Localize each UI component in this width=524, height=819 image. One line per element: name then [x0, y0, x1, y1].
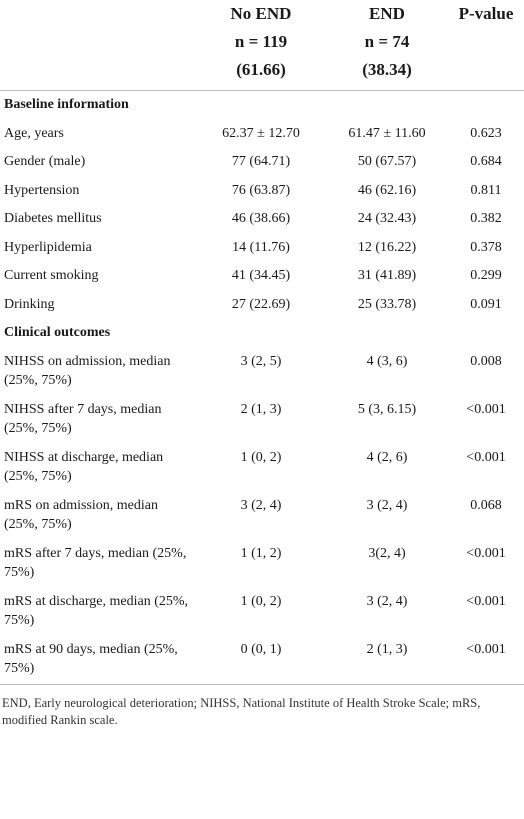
table-row: Hypertension 76 (63.87) 46 (62.16) 0.811 — [0, 177, 524, 206]
header-line: n = 119 — [234, 32, 288, 51]
cell: 0.623 — [470, 125, 502, 141]
table-row: NIHSS on admission, median (25%, 75%) 3 (… — [0, 348, 524, 396]
cell: 3(2, 4) — [368, 545, 406, 561]
table-row: NIHSS at discharge, median (25%, 75%) 1 (… — [0, 444, 524, 492]
row-label: Gender (male) — [4, 154, 86, 169]
cell: 0.684 — [470, 154, 502, 169]
column-header: END n = 74 (38.34) — [326, 0, 448, 91]
cell: 0 (0, 1) — [240, 641, 282, 657]
cell: <0.001 — [466, 545, 506, 561]
footnote: END, Early neurological deterioration; N… — [2, 695, 481, 727]
cell: <0.001 — [466, 401, 506, 417]
row-label: mRS at discharge, median (25%, 75%) — [4, 593, 189, 629]
cell: 61.47 ± 11.60 — [348, 125, 426, 141]
cell: 1 (0, 2) — [240, 449, 282, 465]
table-row: mRS at discharge, median (25%, 75%) 1 (0,… — [0, 588, 524, 636]
row-label: mRS on admission, median (25%, 75%) — [4, 497, 158, 533]
row-label: NIHSS on admission, median (25%, 75%) — [4, 353, 171, 389]
cell: 14 (11.76) — [232, 239, 290, 255]
section-row: Baseline information — [0, 91, 524, 120]
table-row: Current smoking 41 (34.45) 31 (41.89) 0.299 — [0, 262, 524, 291]
cell: 46 (62.16) — [357, 182, 417, 198]
cell: 4 (3, 6) — [366, 353, 408, 369]
row-label: Hypertension — [4, 182, 80, 198]
table-body: Baseline information Age, years 62.37 ± 12… — [0, 91, 524, 684]
table-row: mRS at 90 days, median (25%, 75%) 0 (0, 1… — [0, 636, 524, 684]
cell: 0.008 — [470, 353, 502, 369]
header-line: No END — [230, 4, 292, 23]
cell: 0.299 — [470, 268, 502, 283]
table-row: mRS on admission, median (25%, 75%) 3 (2,… — [0, 492, 524, 540]
section-title: Baseline information — [4, 97, 129, 112]
cell: <0.001 — [466, 449, 506, 465]
row-label: Drinking — [4, 296, 55, 312]
cell: 46 (38.66) — [231, 211, 291, 226]
cell: 62.37 ± 12.70 — [222, 125, 300, 141]
table-header: No END n = 119 (61.66) END n = 74 (38.34) P-va… — [0, 0, 524, 91]
cell: 0.382 — [470, 211, 502, 226]
cell: 50 (67.57) — [357, 154, 417, 169]
row-label: Diabetes mellitus — [4, 211, 102, 226]
column-header: P-value — [448, 0, 524, 91]
section-title: Clinical outcomes — [4, 325, 111, 340]
cell: 2 (1, 3) — [366, 641, 408, 657]
cell: 3 (2, 4) — [366, 497, 408, 513]
cell: 0.378 — [470, 239, 502, 255]
cell: 12 (16.22) — [357, 239, 417, 255]
table-row: mRS after 7 days, median (25%, 75%) 1 (1,… — [0, 540, 524, 588]
data-table: No END n = 119 (61.66) END n = 74 (38.34) P-va… — [0, 0, 524, 684]
cell: 3 (2, 4) — [366, 593, 408, 609]
cell: 0.091 — [470, 296, 502, 312]
row-label: Hyperlipidemia — [4, 239, 92, 255]
table-row: Hyperlipidemia 14 (11.76) 12 (16.22) 0.378 — [0, 234, 524, 263]
row-label: NIHSS after 7 days, median (25%, 75%) — [4, 401, 162, 437]
header-line: (38.34) — [362, 60, 412, 79]
table-row: NIHSS after 7 days, median (25%, 75%) 2 (… — [0, 396, 524, 444]
cell: <0.001 — [466, 593, 506, 609]
cell: 0.811 — [470, 182, 502, 198]
table-row: Diabetes mellitus 46 (38.66) 24 (32.43) 0.3… — [0, 205, 524, 234]
cell: 4 (2, 6) — [366, 449, 408, 465]
cell: 3 (2, 4) — [240, 497, 282, 513]
header-row: No END n = 119 (61.66) END n = 74 (38.34) P-va… — [0, 0, 524, 91]
cell: 1 (1, 2) — [240, 545, 282, 561]
cell: 41 (34.45) — [231, 268, 291, 283]
cell: 76 (63.87) — [231, 182, 291, 198]
cell: 0.068 — [470, 497, 502, 513]
cell: <0.001 — [466, 641, 506, 657]
table-row: Age, years 62.37 ± 12.70 61.47 ± 11.60 0.62… — [0, 120, 524, 149]
cell: 3 (2, 5) — [240, 353, 282, 369]
cell: 5 (3, 6.15) — [357, 401, 417, 417]
cell: 1 (0, 2) — [240, 593, 282, 609]
table-row: Drinking 27 (22.69) 25 (33.78) 0.091 — [0, 291, 524, 320]
table-row: Gender (male) 77 (64.71) 50 (67.57) 0.684 — [0, 148, 524, 177]
header-line: P-value — [458, 4, 514, 23]
row-label: mRS at 90 days, median (25%, 75%) — [4, 641, 178, 677]
header-line: (61.66) — [236, 60, 286, 79]
header-line: END — [369, 4, 405, 23]
section-row: Clinical outcomes — [0, 319, 524, 348]
column-header: No END n = 119 (61.66) — [196, 0, 326, 91]
row-label: Current smoking — [4, 268, 99, 283]
header-line: n = 74 — [364, 32, 410, 51]
column-header — [0, 0, 196, 91]
cell: 27 (22.69) — [231, 296, 291, 312]
cell: 31 (41.89) — [357, 268, 417, 283]
cell: 77 (64.71) — [231, 154, 291, 169]
row-label: NIHSS at discharge, median (25%, 75%) — [4, 449, 164, 485]
row-label: mRS after 7 days, median (25%, 75%) — [4, 545, 187, 581]
cell: 25 (33.78) — [357, 296, 417, 312]
cell: 24 (32.43) — [357, 211, 417, 226]
row-label: Age, years — [4, 125, 64, 141]
cell: 2 (1, 3) — [240, 401, 282, 417]
